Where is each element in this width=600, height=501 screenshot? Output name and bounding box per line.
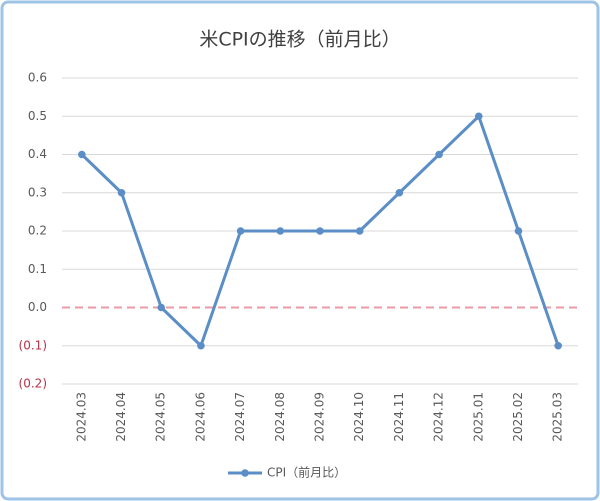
y-tick-label: 0.3 bbox=[28, 185, 47, 199]
data-point bbox=[117, 188, 126, 197]
data-point bbox=[435, 150, 443, 159]
y-tick-label: 0.2 bbox=[28, 224, 47, 238]
x-tick-label: 2025.02 bbox=[511, 392, 525, 442]
x-tick-label: 2024.06 bbox=[193, 392, 207, 442]
x-tick-label: 2024.09 bbox=[313, 392, 327, 442]
y-tick-label: (0.2) bbox=[19, 377, 47, 391]
legend-marker bbox=[241, 469, 249, 477]
data-point bbox=[474, 112, 483, 121]
x-tick-label: 2024.03 bbox=[74, 392, 88, 442]
y-tick-label: 0.6 bbox=[28, 71, 47, 85]
data-point bbox=[236, 227, 245, 235]
data-point bbox=[157, 303, 166, 312]
data-point bbox=[395, 188, 404, 197]
data-point bbox=[197, 341, 205, 350]
y-tick-label: 0.5 bbox=[28, 109, 47, 123]
y-tick-label: 0.4 bbox=[28, 147, 47, 161]
x-tick-label: 2025.03 bbox=[551, 392, 565, 442]
x-tick-label: 2024.12 bbox=[432, 392, 446, 442]
x-tick-label: 2024.04 bbox=[114, 392, 128, 442]
y-tick-label: (0.1) bbox=[19, 338, 47, 352]
x-tick-label: 2024.07 bbox=[233, 392, 247, 442]
y-tick-label: 0.1 bbox=[28, 262, 47, 276]
data-point bbox=[78, 150, 86, 159]
x-tick-label: 2025.01 bbox=[471, 392, 485, 442]
legend-label: CPI（前月比） bbox=[267, 465, 346, 480]
chart-title: 米CPIの推移（前月比） bbox=[199, 29, 400, 51]
data-point bbox=[316, 227, 324, 235]
data-point bbox=[514, 227, 523, 235]
x-tick-label: 2024.05 bbox=[154, 392, 168, 442]
x-tick-label: 2024.08 bbox=[273, 392, 287, 442]
y-tick-label: 0.0 bbox=[28, 300, 47, 314]
x-tick-label: 2024.11 bbox=[392, 392, 406, 442]
x-tick-label: 2024.10 bbox=[352, 392, 366, 442]
data-point bbox=[554, 341, 562, 350]
data-point bbox=[276, 227, 285, 235]
data-point bbox=[355, 227, 364, 235]
